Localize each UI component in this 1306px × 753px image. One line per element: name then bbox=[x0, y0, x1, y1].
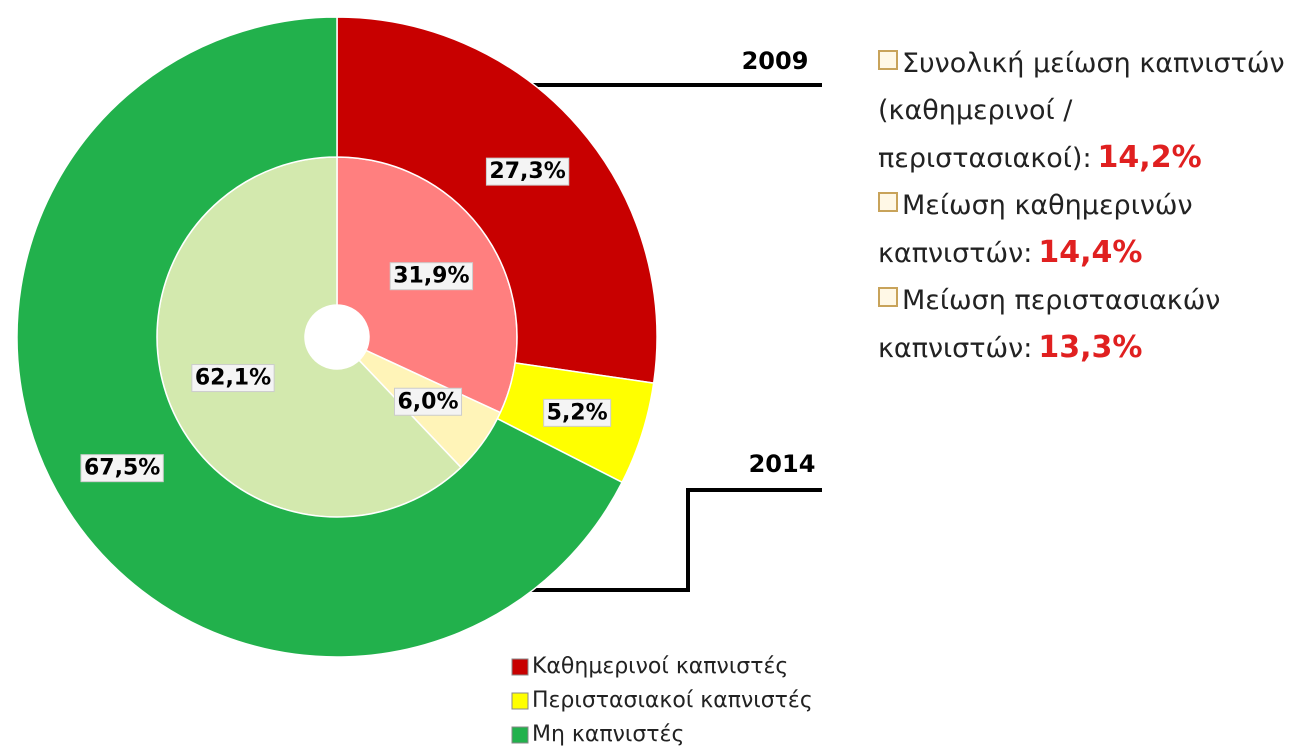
value-label-bg bbox=[485, 157, 570, 186]
legend-label: Μη καπνιστές bbox=[532, 722, 684, 747]
value-label-bg bbox=[389, 262, 474, 291]
annotation-text: Συνολική μείωση καπνιστών (καθημερινοί /… bbox=[878, 48, 1285, 174]
value-label: 5,2% bbox=[547, 400, 608, 425]
ring-label: 2014 bbox=[749, 450, 816, 478]
value-label: 6,0% bbox=[398, 389, 459, 414]
annotation-highlight: 14,4% bbox=[1038, 235, 1143, 270]
bullet bbox=[878, 192, 898, 212]
annotation: Συνολική μείωση καπνιστών (καθημερινοί /… bbox=[878, 40, 1303, 182]
value-label-bg bbox=[543, 398, 612, 427]
annotation: Μείωση περιστασιακών καπνιστών: 13,3% bbox=[878, 277, 1303, 372]
annotations: Συνολική μείωση καπνιστών (καθημερινοί /… bbox=[878, 40, 1303, 372]
value-label-bg bbox=[191, 364, 275, 393]
legend-swatch bbox=[511, 658, 529, 676]
bullet bbox=[878, 50, 898, 70]
legend-swatch bbox=[511, 726, 529, 744]
legend-label: Καθημερινοί καπνιστές bbox=[532, 654, 788, 679]
annotation-text: Μείωση περιστασιακών καπνιστών: bbox=[878, 285, 1221, 364]
legend-label: Περιστασιακοί καπνιστές bbox=[532, 688, 813, 713]
bullet bbox=[878, 287, 898, 307]
value-label: 27,3% bbox=[489, 159, 565, 184]
value-label-bg bbox=[394, 387, 463, 416]
value-label-bg bbox=[80, 454, 164, 483]
slice bbox=[16, 16, 624, 658]
slice bbox=[336, 16, 658, 384]
legend-swatch bbox=[511, 692, 529, 710]
annotation: Μείωση καθημερινών καπνιστών: 14,4% bbox=[878, 182, 1303, 277]
annotation-text: Μείωση καθημερινών καπνιστών: bbox=[878, 190, 1193, 269]
annotation-highlight: 14,2% bbox=[1097, 140, 1202, 175]
value-label: 62,1% bbox=[195, 366, 271, 391]
annotation-highlight: 13,3% bbox=[1038, 330, 1143, 365]
value-label: 67,5% bbox=[84, 456, 160, 481]
ring-label: 2009 bbox=[742, 47, 809, 75]
value-label: 31,9% bbox=[393, 264, 469, 289]
